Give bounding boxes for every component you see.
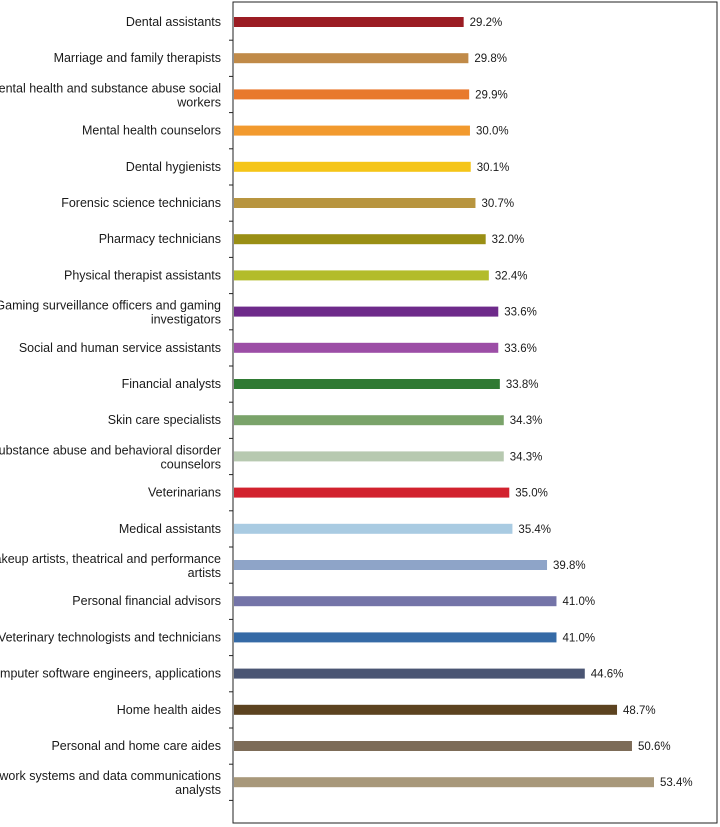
category-label: Veterinary technologists and technicians bbox=[0, 630, 221, 644]
value-label: 29.2% bbox=[470, 17, 503, 29]
bar bbox=[234, 451, 504, 462]
value-label: 30.1% bbox=[477, 162, 510, 174]
category-label: Personal financial advisors bbox=[72, 594, 221, 608]
value-label: 35.4% bbox=[518, 524, 551, 536]
bar bbox=[234, 379, 500, 389]
value-label: 33.6% bbox=[504, 343, 537, 355]
category-ticks bbox=[229, 39, 233, 801]
category-label: Marriage and family therapists bbox=[54, 51, 221, 65]
bar bbox=[234, 596, 557, 607]
category-label: Network systems and data communications a… bbox=[0, 769, 221, 797]
category-labels: Dental assistants Marriage and family the… bbox=[0, 15, 221, 797]
bar bbox=[234, 198, 476, 208]
value-label: 35.0% bbox=[515, 488, 548, 500]
category-label: Social and human service assistants bbox=[19, 341, 221, 355]
value-label: 44.6% bbox=[591, 669, 624, 681]
value-label: 33.8% bbox=[506, 379, 539, 391]
category-label: Dental assistants bbox=[126, 15, 221, 29]
bar bbox=[234, 234, 486, 245]
bar bbox=[234, 17, 464, 27]
category-label: Physical therapist assistants bbox=[64, 268, 221, 282]
value-label: 32.4% bbox=[495, 270, 528, 282]
bar bbox=[234, 668, 585, 679]
bar bbox=[234, 560, 548, 570]
category-label: Substance abuse and behavioral disorder c… bbox=[0, 443, 221, 471]
category-label: Medical assistants bbox=[119, 522, 221, 536]
plot-frame bbox=[232, 1, 718, 824]
value-label: 39.8% bbox=[553, 560, 586, 572]
category-label: Veterinarians bbox=[148, 486, 221, 500]
category-label: Mental health counselors bbox=[82, 124, 221, 138]
category-label: Personal and home care aides bbox=[51, 739, 221, 753]
value-label: 53.4% bbox=[660, 777, 693, 789]
value-label: 50.6% bbox=[638, 741, 671, 753]
category-label: Computer software engineers, application… bbox=[0, 667, 221, 681]
value-label: 48.7% bbox=[623, 705, 656, 717]
category-label: Mental health and substance abuse social… bbox=[0, 81, 221, 109]
bar bbox=[234, 89, 470, 100]
bar bbox=[234, 342, 499, 353]
value-labels: 29.2% 29.8% 29.9% 30.0% 30.1% 30.7% 32.0% 32.4%… bbox=[470, 17, 693, 789]
category-label: Makeup artists, theatrical and performan… bbox=[0, 552, 221, 580]
category-label: Skin care specialists bbox=[108, 413, 221, 427]
value-label: 30.0% bbox=[476, 126, 509, 138]
bar bbox=[234, 487, 510, 498]
value-label: 30.7% bbox=[481, 198, 514, 210]
bar bbox=[234, 523, 513, 534]
value-label: 32.0% bbox=[492, 234, 525, 246]
bar bbox=[234, 306, 499, 317]
category-label: Pharmacy technicians bbox=[99, 232, 221, 246]
category-label: Forensic science technicians bbox=[61, 196, 221, 210]
value-label: 34.3% bbox=[510, 415, 543, 427]
bar bbox=[234, 777, 654, 788]
category-label: Financial analysts bbox=[122, 377, 221, 391]
value-label: 29.8% bbox=[474, 53, 507, 65]
bar bbox=[234, 632, 557, 643]
bar bbox=[234, 270, 489, 281]
value-label: 41.0% bbox=[562, 632, 595, 644]
value-label: 41.0% bbox=[562, 596, 595, 608]
value-label: 33.6% bbox=[504, 307, 537, 319]
bars bbox=[234, 17, 654, 788]
bar bbox=[234, 704, 618, 715]
bar bbox=[234, 53, 469, 64]
value-label: 29.9% bbox=[475, 89, 508, 101]
bar bbox=[234, 161, 471, 172]
category-label: Dental hygienists bbox=[126, 160, 221, 174]
bar bbox=[234, 741, 632, 751]
category-label: Home health aides bbox=[117, 703, 221, 717]
bar bbox=[234, 125, 470, 136]
value-label: 34.3% bbox=[510, 451, 543, 463]
bar bbox=[234, 415, 504, 426]
category-label: Gaming surveillance officers and gaming i… bbox=[0, 299, 221, 327]
